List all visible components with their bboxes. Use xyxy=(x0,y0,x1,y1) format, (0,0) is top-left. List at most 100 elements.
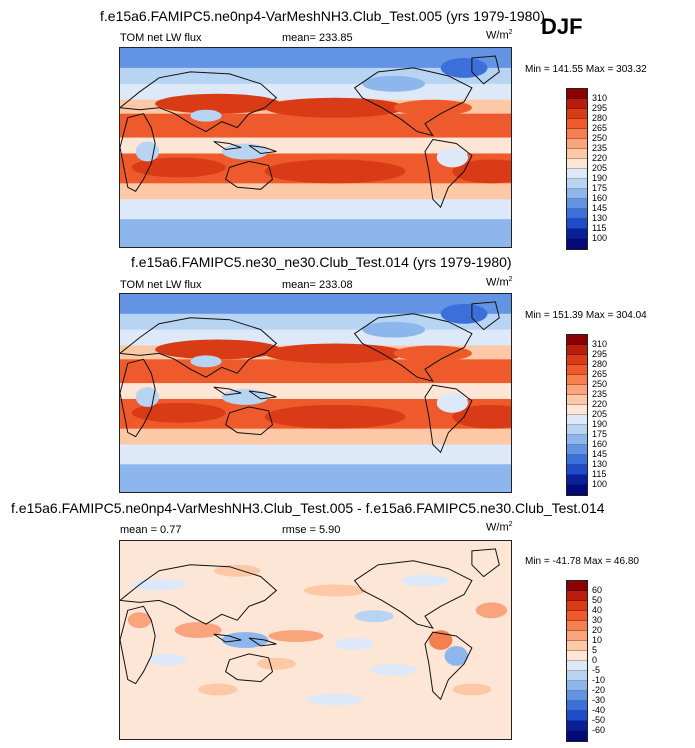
colorbar-swatch xyxy=(567,475,587,485)
colorbar-tick-label: 265 xyxy=(592,369,608,379)
field-feature xyxy=(268,630,324,642)
colorbar-swatch xyxy=(567,385,587,395)
panel3-map-field xyxy=(120,541,511,739)
colorbar-tick-label: 175 xyxy=(592,183,608,193)
colorbar-swatch xyxy=(567,395,587,405)
field-feature xyxy=(221,632,269,648)
colorbar-swatch xyxy=(567,229,587,239)
colorbar-tick-label: 280 xyxy=(592,359,608,369)
coastline xyxy=(424,138,473,209)
panel2-variable-label: TOM net LW flux xyxy=(120,279,202,291)
field-feature xyxy=(264,404,406,429)
field-feature xyxy=(221,389,269,405)
field-feature xyxy=(440,303,488,324)
field-band xyxy=(120,428,511,446)
field-feature xyxy=(190,355,222,368)
panel1-minmax: Min = 141.55 Max = 303.32 xyxy=(525,64,647,75)
colorbar-swatch xyxy=(567,375,587,385)
coastline xyxy=(213,386,242,396)
colorbar-tick-label: 295 xyxy=(592,349,608,359)
colorbar-swatch xyxy=(567,159,587,169)
colorbar-swatch xyxy=(567,179,587,189)
colorbar-tick-label: 235 xyxy=(592,389,608,399)
colorbar-tick-label: 190 xyxy=(592,419,608,429)
colorbar-swatch xyxy=(567,189,587,199)
colorbar-tick-label: 205 xyxy=(592,409,608,419)
colorbar-swatch xyxy=(567,581,587,591)
field-feature xyxy=(436,393,468,413)
panel3-mean-label: mean = 0.77 xyxy=(120,524,182,536)
colorbar-tick-label: 0 xyxy=(592,655,598,665)
colorbar-swatch xyxy=(567,465,587,475)
colorbar-swatch xyxy=(567,209,587,219)
field-feature xyxy=(135,387,160,407)
coastline xyxy=(120,71,278,133)
colorbar-swatch xyxy=(567,239,587,249)
colorbar-swatch xyxy=(567,335,587,345)
colorbar-tick-label: 205 xyxy=(592,163,608,173)
coastline xyxy=(353,313,473,382)
colorbar-swatch xyxy=(567,149,587,159)
colorbar-tick-label: 100 xyxy=(592,479,608,489)
field-feature xyxy=(221,143,269,160)
panel2-colorbar xyxy=(566,334,588,496)
colorbar-tick-label: -20 xyxy=(592,685,606,695)
panel1-mean-label: mean= 233.85 xyxy=(282,32,353,44)
colorbar-tick-label: 220 xyxy=(592,153,608,163)
colorbar-swatch xyxy=(567,219,587,229)
field-feature xyxy=(335,638,375,650)
field-feature xyxy=(452,683,492,696)
field-feature xyxy=(264,159,406,184)
coastline xyxy=(424,384,473,454)
colorbar-tick-label: 235 xyxy=(592,143,608,153)
coastline xyxy=(471,301,500,331)
field-feature xyxy=(256,657,296,670)
coastline xyxy=(353,560,473,629)
colorbar-tick-label: -40 xyxy=(592,705,606,715)
field-feature xyxy=(354,610,394,623)
field-feature xyxy=(307,693,363,706)
coastline xyxy=(120,605,156,685)
colorbar-tick-label: 250 xyxy=(592,379,608,389)
colorbar-tick-label: 160 xyxy=(592,193,608,203)
colorbar-swatch xyxy=(567,611,587,621)
colorbar-swatch xyxy=(567,119,587,129)
field-band xyxy=(120,219,511,247)
colorbar-tick-label: -60 xyxy=(592,725,606,735)
colorbar-tick-label: 60 xyxy=(592,585,603,595)
field-band xyxy=(120,183,511,201)
colorbar-swatch xyxy=(567,89,587,99)
coastline xyxy=(120,113,156,192)
panel2-title: f.e15a6.FAMIPC5.ne30_ne30.Club_Test.014 … xyxy=(131,254,512,270)
season-label: DJF xyxy=(541,14,583,39)
panel3-title: f.e15a6.FAMIPC5.ne0np4-VarMeshNH3.Club_T… xyxy=(11,500,605,516)
field-feature xyxy=(475,602,508,619)
colorbar-tick-label: 310 xyxy=(592,93,608,103)
colorbar-swatch xyxy=(567,455,587,465)
colorbar-swatch xyxy=(567,435,587,445)
colorbar-tick-label: 115 xyxy=(592,469,607,479)
colorbar-swatch xyxy=(567,415,587,425)
colorbar-swatch xyxy=(567,641,587,651)
panel1-colorbar xyxy=(566,88,588,250)
colorbar-tick-label: 130 xyxy=(592,213,608,223)
coastline xyxy=(471,55,500,85)
colorbar-swatch xyxy=(567,405,587,415)
field-feature xyxy=(198,683,238,696)
colorbar-tick-label: 145 xyxy=(592,449,608,459)
field-feature xyxy=(264,343,406,364)
field-feature xyxy=(436,147,468,168)
colorbar-tick-label: -5 xyxy=(592,665,601,675)
colorbar-swatch xyxy=(567,651,587,661)
colorbar-tick-label: 295 xyxy=(592,103,608,113)
panel1-units: W/m2 xyxy=(486,29,513,42)
field-band xyxy=(120,294,511,315)
panel3-units: W/m2 xyxy=(486,521,513,534)
colorbar-swatch xyxy=(567,631,587,641)
colorbar-swatch xyxy=(567,169,587,179)
panel3-map xyxy=(119,540,512,740)
colorbar-swatch xyxy=(567,711,587,721)
colorbar-tick-label: 30 xyxy=(592,615,603,625)
colorbar-swatch xyxy=(567,129,587,139)
panel3-colorbar xyxy=(566,580,588,742)
